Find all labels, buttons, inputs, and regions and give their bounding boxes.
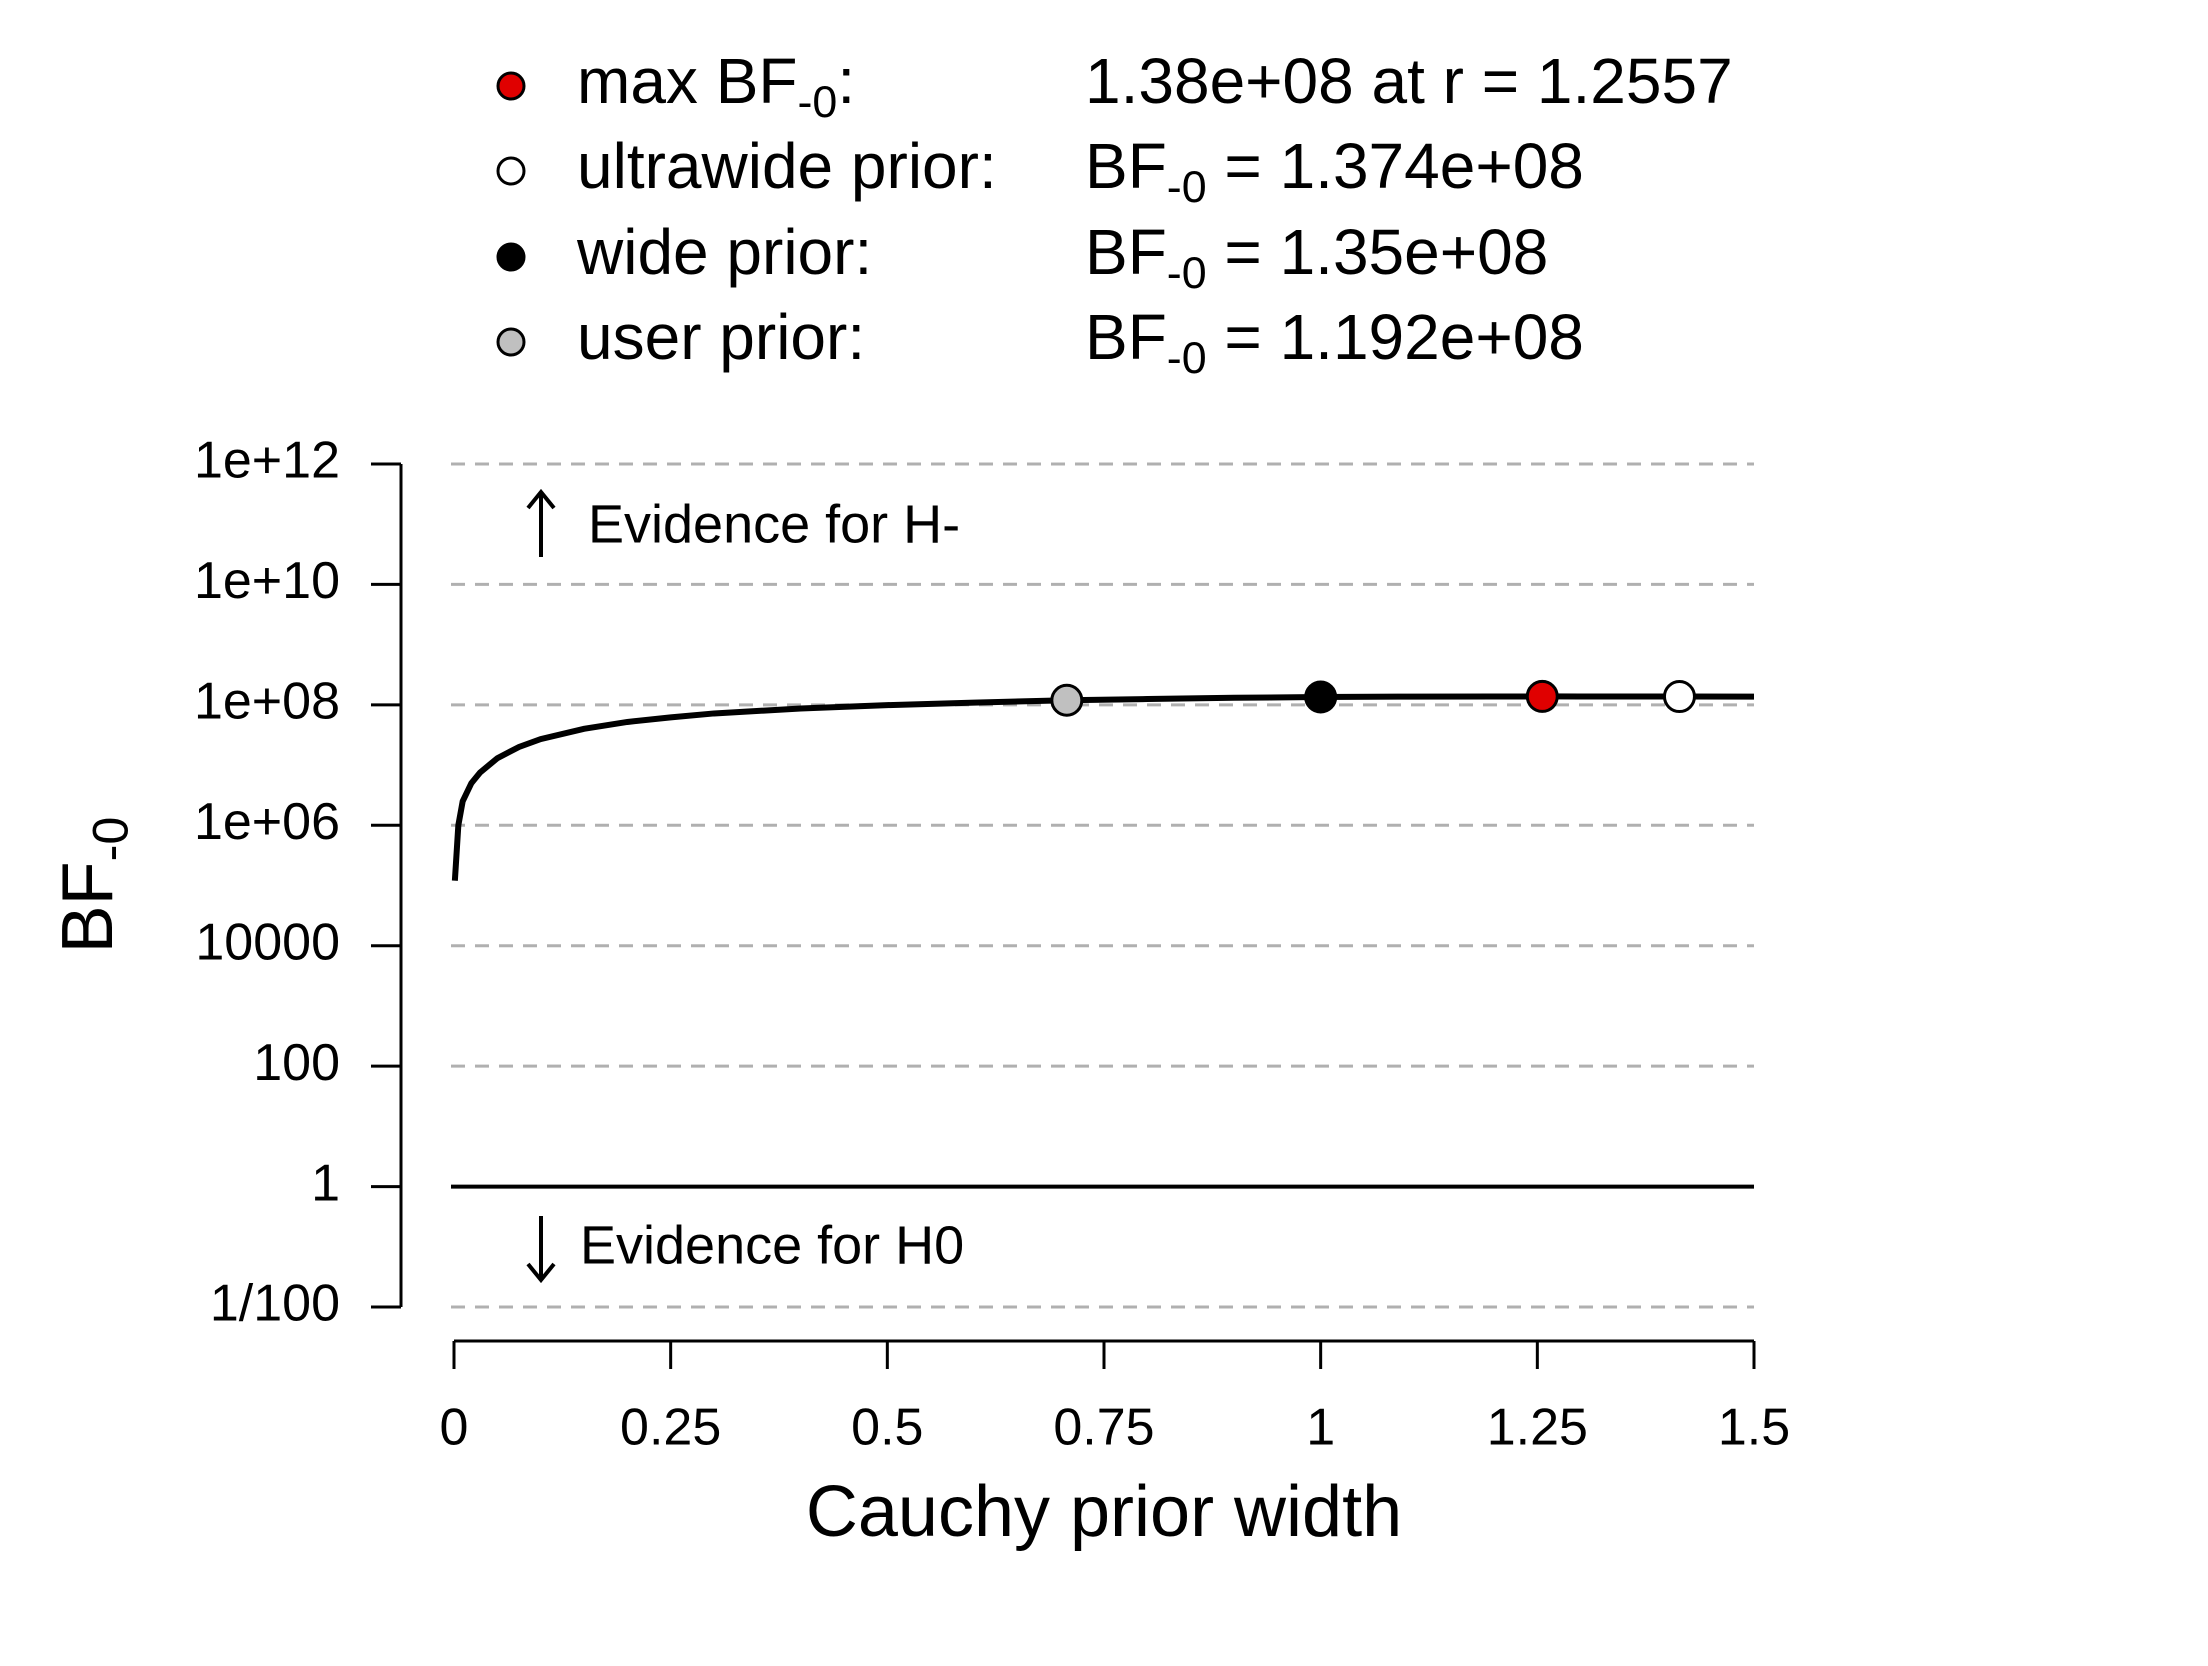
legend-label: max BF-0:	[577, 45, 855, 127]
legend-value: BF-0 = 1.374e+08	[1085, 130, 1584, 212]
text-part: = 1.374e+08	[1207, 130, 1584, 202]
x-tick-label: 0.5	[851, 1399, 923, 1457]
legend-value: BF-0 = 1.35e+08	[1085, 216, 1548, 298]
legend-marker	[496, 71, 526, 101]
point	[1525, 679, 1559, 713]
x-tick-label: 0	[440, 1399, 469, 1457]
text-part: max BF	[577, 45, 797, 117]
legend-marker	[496, 156, 526, 186]
arrow-down	[526, 1216, 556, 1284]
y-tick-label: 1e+06	[194, 793, 340, 851]
subscript: -0	[797, 77, 837, 127]
legend-label: user prior:	[577, 301, 865, 373]
legend-label: ultrawide prior:	[577, 130, 997, 202]
annotation: Evidence for H-	[588, 494, 960, 554]
legend-label: wide prior:	[576, 216, 872, 288]
annotation: Evidence for H0	[580, 1215, 964, 1275]
text-part: = 1.192e+08	[1207, 301, 1584, 373]
x-axis-label: Cauchy prior width	[806, 1472, 1402, 1552]
x-tick-label: 1.5	[1718, 1399, 1790, 1457]
x-tick-label: 1	[1306, 1399, 1335, 1457]
y-tick-label: 1e+10	[194, 552, 340, 610]
text-part: BF	[1085, 130, 1167, 202]
point	[1304, 680, 1338, 714]
text-part: = 1.35e+08	[1207, 216, 1549, 288]
text-part: BF	[1085, 216, 1167, 288]
legend-value: BF-0 = 1.192e+08	[1085, 301, 1584, 383]
y-axis-label: BF-0	[48, 817, 139, 954]
text-part: wide prior:	[576, 216, 872, 288]
point	[1050, 683, 1084, 717]
curve	[451, 693, 1755, 881]
text-part: user prior:	[577, 301, 865, 373]
legend-marker	[496, 242, 526, 272]
x-tick-label: 1.25	[1487, 1399, 1588, 1457]
x-tick-label: 0.25	[620, 1399, 721, 1457]
y-tick-label: 10000	[195, 913, 340, 971]
y-tick-label: 1	[311, 1154, 340, 1212]
text-part: BF	[1085, 301, 1167, 373]
y-tick-label: 100	[253, 1034, 340, 1092]
subscript: -0	[1167, 248, 1207, 298]
legend-marker	[496, 327, 526, 357]
y-tick-label: 1/100	[210, 1275, 340, 1333]
subscript: -0	[1167, 333, 1207, 383]
text-part: :	[837, 45, 855, 117]
subscript: -0	[1167, 162, 1207, 212]
subscript: -0	[82, 817, 139, 862]
legend-value: 1.38e+08 at r = 1.2557	[1085, 45, 1733, 117]
point	[1662, 680, 1696, 714]
text-part: BF	[48, 861, 128, 953]
x-tick-label: 0.75	[1053, 1399, 1154, 1457]
text-part: 1.38e+08 at r = 1.2557	[1085, 45, 1733, 117]
y-tick-label: 1e+08	[194, 673, 340, 731]
arrow-up	[526, 488, 556, 557]
y-tick-label: 1e+12	[194, 432, 340, 490]
text-part: ultrawide prior:	[577, 130, 997, 202]
